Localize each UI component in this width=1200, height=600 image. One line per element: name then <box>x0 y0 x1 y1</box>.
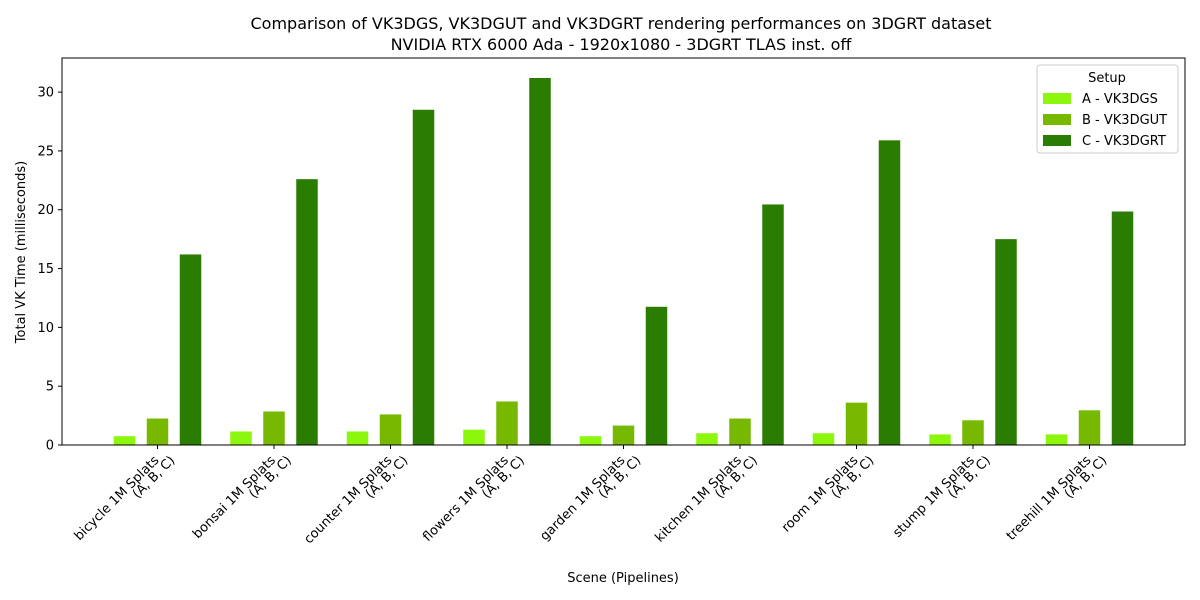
bar-series2-cat2 <box>412 109 435 445</box>
bar-series1-cat8 <box>1078 410 1101 445</box>
y-tick-label: 25 <box>37 144 54 159</box>
bar-series0-cat1 <box>230 431 252 445</box>
x-tick-label: kitchen 1M Splats(A, B, C) <box>652 453 760 545</box>
bar-series1-cat0 <box>146 418 169 445</box>
bar-series0-cat7 <box>929 434 951 445</box>
x-tick-label-line1: treehill 1M Splats <box>1004 453 1095 544</box>
y-tick-label: 20 <box>37 203 54 218</box>
bar-series1-cat4 <box>612 425 635 445</box>
y-tick-label: 10 <box>37 321 54 336</box>
y-tick-label: 5 <box>46 380 54 395</box>
bar-series0-cat8 <box>1045 434 1068 445</box>
x-tick-label-line1: kitchen 1M Splats <box>652 453 744 545</box>
bar-series2-cat6 <box>878 140 901 445</box>
bar-series2-cat0 <box>179 254 202 445</box>
bar-series2-cat1 <box>296 179 318 445</box>
legend-swatch-0 <box>1043 93 1071 104</box>
bar-series1-cat6 <box>845 402 868 445</box>
y-axis-label: Total VK Time (milliseconds) <box>14 161 29 344</box>
y-tick-label: 30 <box>37 86 54 101</box>
legend-frame <box>1036 64 1179 154</box>
x-tick-label-line1: garden 1M Splats <box>537 453 628 544</box>
legend-label-1: B - VK3DGUT <box>1082 113 1167 128</box>
bar-series0-cat6 <box>812 433 835 445</box>
bar-series1-cat2 <box>379 414 402 445</box>
bar-series0-cat0 <box>113 436 136 445</box>
x-tick-label-line1: stump 1M Splats <box>890 453 978 541</box>
legend-label-2: C - VK3DGRT <box>1082 134 1166 149</box>
x-tick-label: room 1M Splats(A, B, C) <box>779 453 877 535</box>
x-axis-label: Scene (Pipelines) <box>567 571 679 586</box>
bar-series1-cat5 <box>729 418 751 445</box>
x-tick-label: bonsai 1M Splats(A, B, C) <box>190 453 295 542</box>
bar-series2-cat4 <box>645 306 668 445</box>
bar-series2-cat5 <box>762 204 784 445</box>
bar-series1-cat3 <box>496 401 518 445</box>
bar-series2-cat3 <box>529 78 551 445</box>
x-tick-label: treehill 1M Splats(A, B, C) <box>1004 453 1110 544</box>
x-tick-label-line1: flowers 1M Splats <box>420 453 512 545</box>
x-tick-label-line1: counter 1M Splats <box>301 453 395 547</box>
y-tick-label: 15 <box>37 262 54 277</box>
plot-frame <box>61 57 1186 446</box>
bar-series0-cat4 <box>579 436 602 445</box>
bar-series0-cat3 <box>463 429 485 445</box>
bars-group <box>113 78 1134 445</box>
bar-series2-cat7 <box>995 239 1017 445</box>
x-tick-label: stump 1M Splats(A, B, C) <box>890 453 993 541</box>
legend-swatch-1 <box>1043 114 1071 125</box>
x-tick-label-line1: room 1M Splats <box>779 453 861 535</box>
x-tick-label: counter 1M Splats(A, B, C) <box>301 453 411 547</box>
bar-series1-cat1 <box>263 411 285 445</box>
chart-title-line2: NVIDIA RTX 6000 Ada - 1920x1080 - 3DGRT … <box>391 35 853 54</box>
x-tick-label-line1: bicycle 1M Splats <box>72 453 163 544</box>
y-axis: 0 5 10 15 20 25 30 <box>37 86 62 454</box>
bar-series0-cat5 <box>696 433 718 445</box>
x-tick-label: bicycle 1M Splats(A, B, C) <box>72 453 179 544</box>
legend: Setup A - VK3DGS B - VK3DGUT C - VK3DGRT <box>1036 64 1179 154</box>
x-axis: bicycle 1M Splats(A, B, C) bonsai 1M Spla… <box>72 445 1110 547</box>
legend-title: Setup <box>1088 71 1126 86</box>
x-tick-label-line1: bonsai 1M Splats <box>190 453 279 542</box>
legend-swatch-2 <box>1043 135 1071 146</box>
bar-series0-cat2 <box>346 431 369 445</box>
bar-series2-cat8 <box>1111 211 1134 445</box>
x-tick-label: flowers 1M Splats(A, B, C) <box>420 453 528 545</box>
legend-label-0: A - VK3DGS <box>1082 92 1158 107</box>
x-tick-label: garden 1M Splats(A, B, C) <box>537 453 644 544</box>
y-tick-label: 0 <box>46 439 54 454</box>
chart-title-line1: Comparison of VK3DGS, VK3DGUT and VK3DGR… <box>250 14 991 33</box>
bar-series1-cat7 <box>962 420 984 445</box>
